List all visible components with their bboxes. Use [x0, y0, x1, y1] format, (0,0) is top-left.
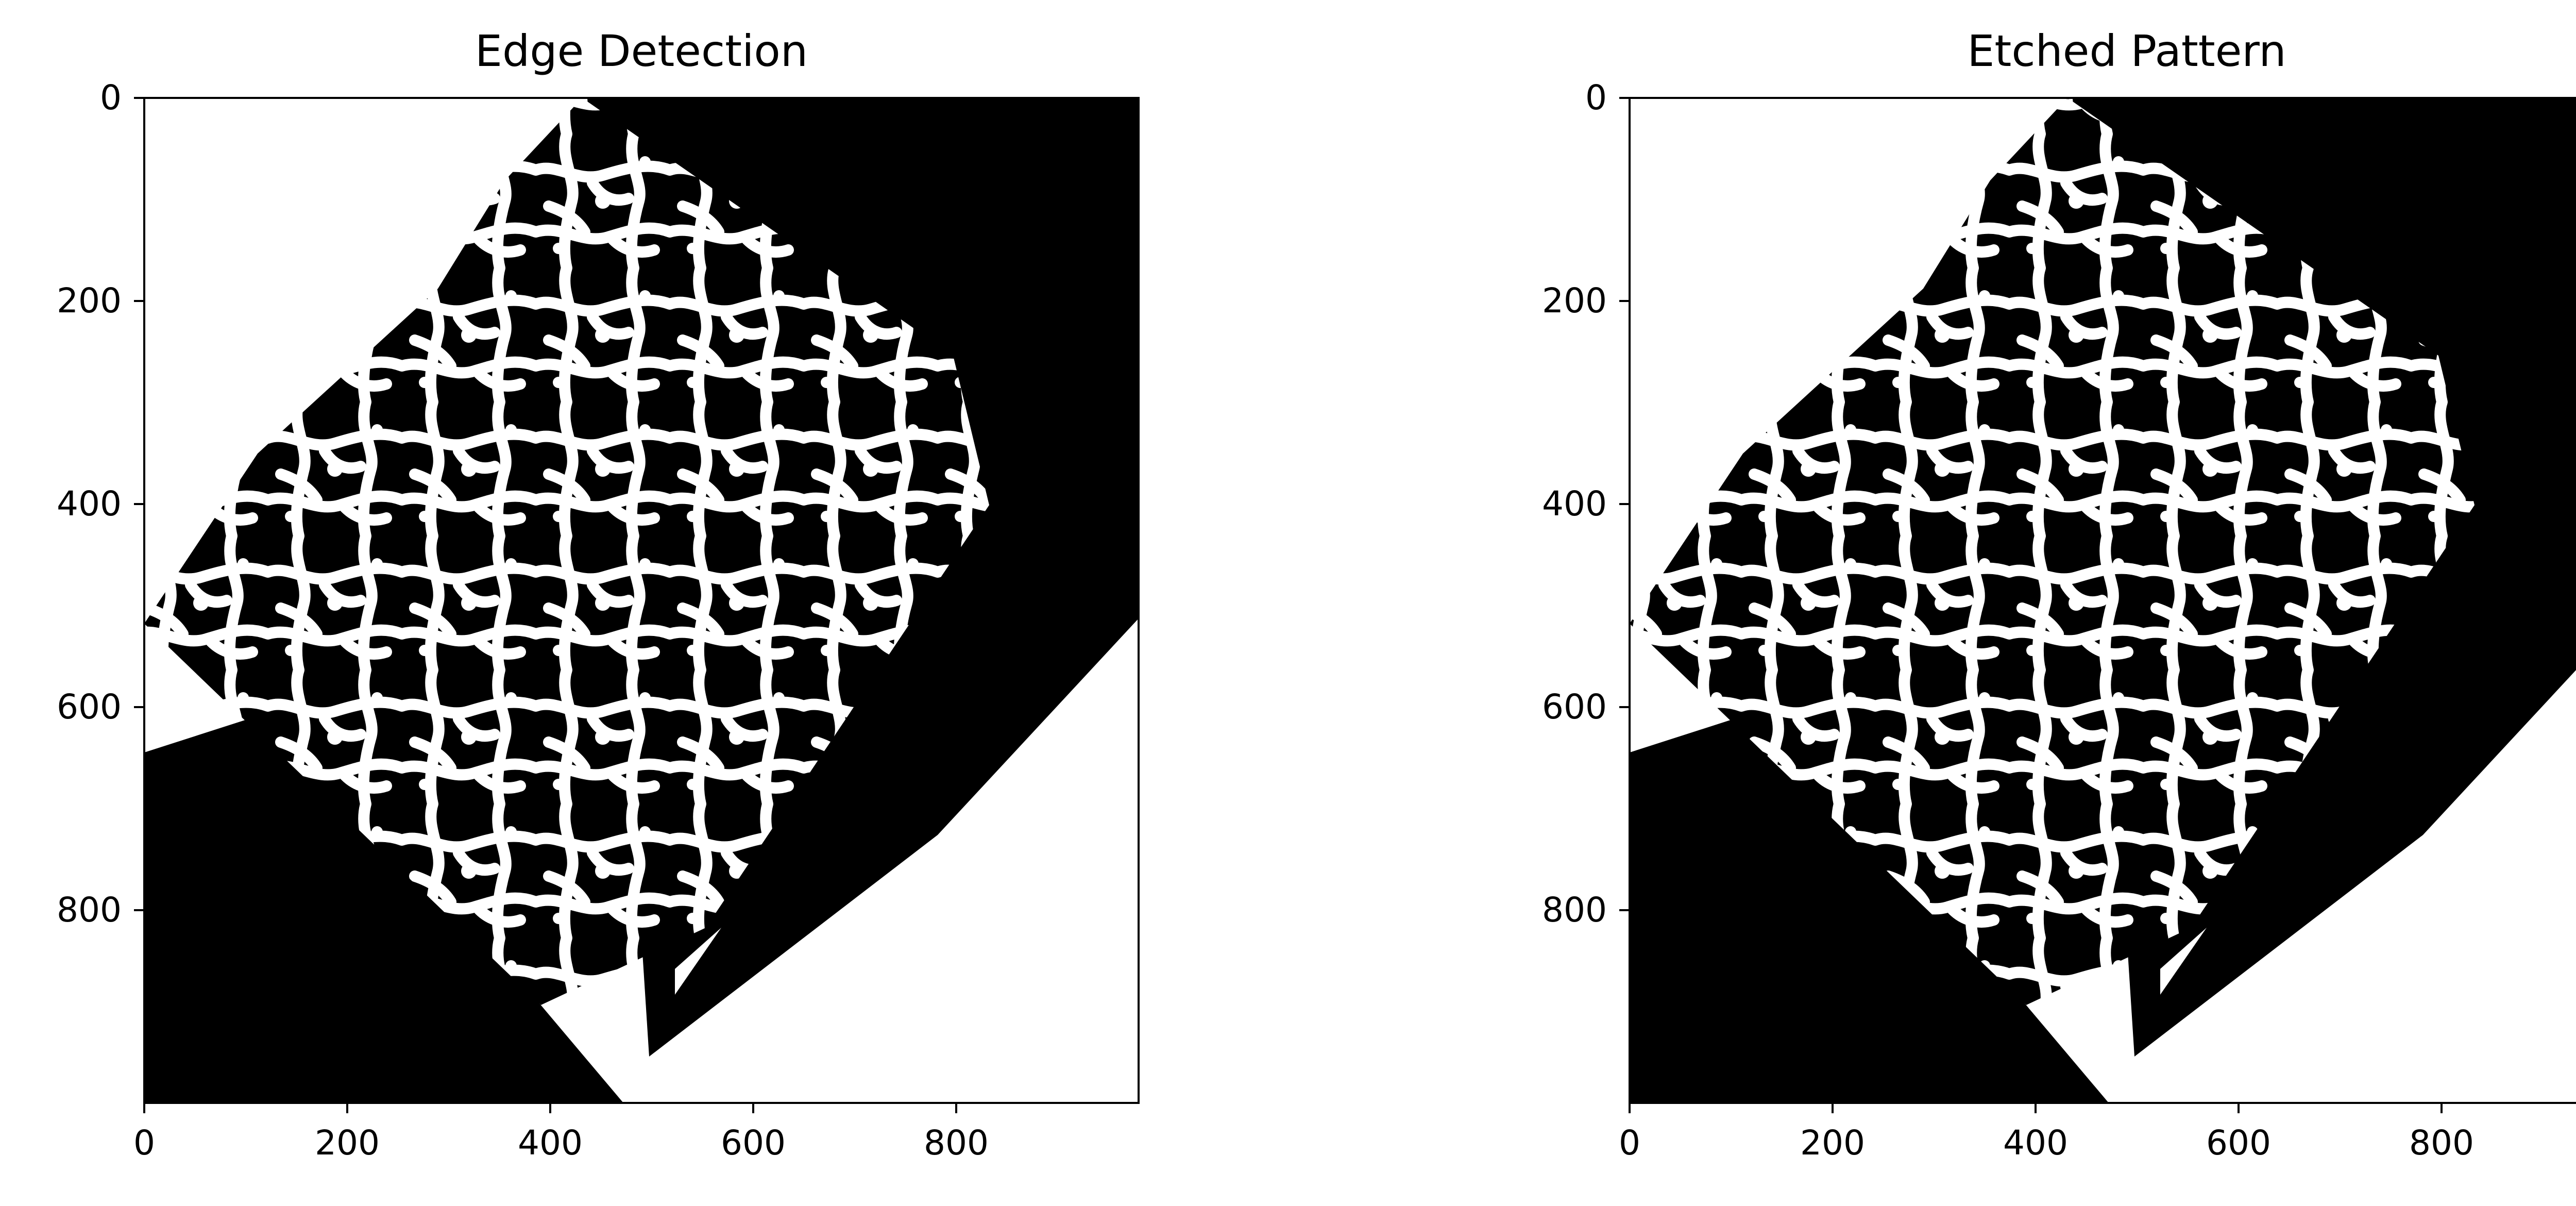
- y-tick-labels: 0 200 400 600 800: [57, 78, 122, 930]
- y-tick-label: 800: [57, 890, 122, 930]
- panel-etched-pattern: Etched Pattern 0 200 400 600: [1542, 26, 2576, 1163]
- x-axis-ticks: [143, 1103, 957, 1113]
- y-tick-label: 200: [57, 281, 122, 321]
- y-tick-label: 800: [1542, 890, 1607, 930]
- y-tick-labels: 0 200 400 600 800: [1542, 78, 1607, 930]
- y-tick-label: 600: [57, 687, 122, 727]
- x-tick-label: 600: [2206, 1123, 2271, 1163]
- image-edge-detection: [144, 98, 1139, 1103]
- x-tick-labels: 0 200 400 600 800: [133, 1123, 989, 1163]
- plot-frame: [1629, 97, 2576, 1104]
- x-tick-label: 800: [2409, 1123, 2474, 1163]
- y-tick-label: 200: [1542, 281, 1607, 321]
- y-tick-label: 400: [1542, 484, 1607, 524]
- y-axis-ticks: [134, 97, 144, 911]
- x-tick-label: 600: [721, 1123, 786, 1163]
- panel-edge-detection: Edge Detection 0 200 400 600: [57, 26, 1140, 1163]
- x-tick-label: 400: [2003, 1123, 2068, 1163]
- y-axis-ticks: [1619, 97, 1630, 911]
- x-tick-label: 800: [924, 1123, 989, 1163]
- panel-title: Edge Detection: [475, 26, 808, 76]
- panel-title: Etched Pattern: [1967, 26, 2286, 76]
- y-tick-label: 0: [1585, 78, 1607, 118]
- x-tick-label: 0: [1619, 1123, 1640, 1163]
- x-axis-ticks: [1629, 1103, 2443, 1113]
- x-tick-label: 400: [518, 1123, 583, 1163]
- y-tick-label: 400: [57, 484, 122, 524]
- y-tick-label: 600: [1542, 687, 1607, 727]
- x-tick-label: 200: [1800, 1123, 1865, 1163]
- image-etched-pattern: [1630, 98, 2576, 1103]
- y-tick-label: 0: [100, 78, 122, 118]
- x-tick-label: 200: [315, 1123, 380, 1163]
- plot-frame: [143, 97, 1140, 1104]
- x-tick-labels: 0 200 400 600 800: [1619, 1123, 2474, 1163]
- x-tick-label: 0: [133, 1123, 155, 1163]
